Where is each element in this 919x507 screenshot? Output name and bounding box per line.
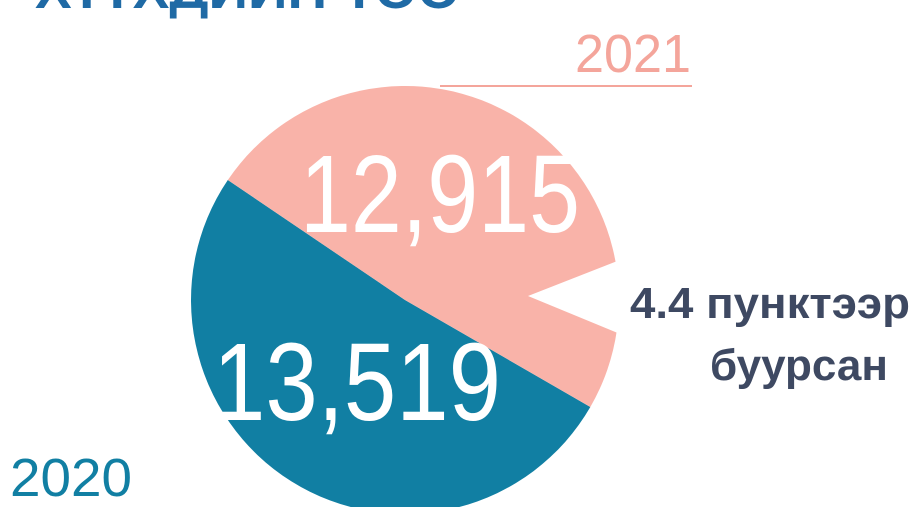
value-label: 13,519 (213, 321, 501, 444)
chart-title: ХҮҮХДИЙН ТОО (35, 0, 460, 20)
pie-slice (227, 86, 619, 407)
annotation: 4.4 пунктээр (630, 279, 910, 328)
legend-label: 2021 (575, 24, 691, 84)
legend-label: 2020 (10, 448, 132, 507)
value-label: 12,915 (300, 133, 580, 256)
notch (528, 258, 625, 336)
annotation: буурсан (710, 341, 888, 390)
pie-slice (191, 179, 591, 507)
pie (191, 86, 619, 507)
